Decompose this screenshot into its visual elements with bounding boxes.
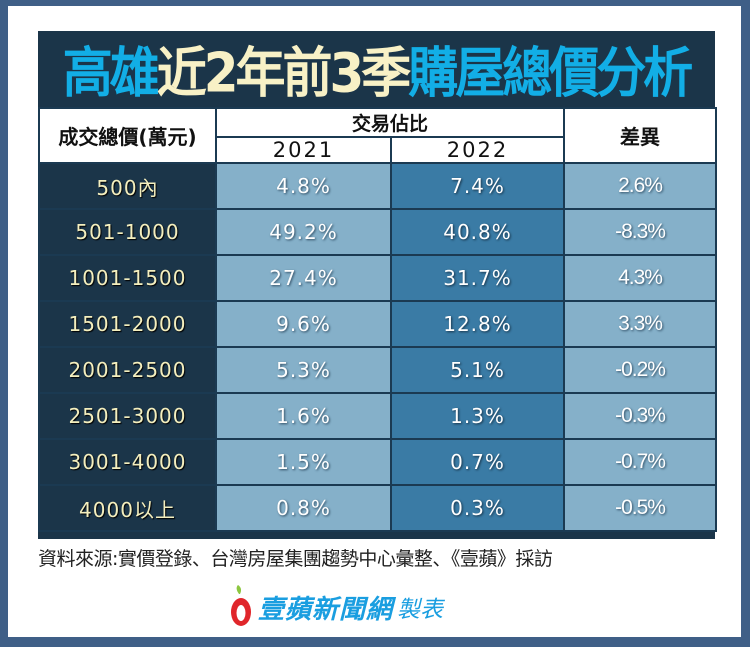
cell-2021: 27.4%: [215, 254, 392, 302]
page-title: 高雄 近2年前3季 購屋總價分析: [38, 28, 715, 110]
publisher-logo: 壹蘋新聞網 製表: [230, 584, 443, 630]
cell-range: 1501-2000: [38, 300, 217, 348]
cell-range: 4000以上: [38, 484, 217, 532]
table-row: 4000以上 0.8% 0.3% -0.5%: [38, 484, 718, 532]
table-board: 高雄 近2年前3季 購屋總價分析 成交總價(萬元) 交易佔比 差異 2021 202…: [38, 28, 718, 539]
cell-range: 3001-4000: [38, 438, 217, 486]
cell-2022: 1.3%: [389, 392, 566, 440]
cell-diff: -0.3%: [563, 392, 718, 440]
table-row: 1001-1500 27.4% 31.7% 4.3%: [38, 254, 718, 302]
header-year-2021: 2021: [215, 136, 392, 164]
brand-name: 壹蘋新聞網: [258, 594, 394, 625]
cell-diff: -8.3%: [563, 208, 718, 256]
cell-2022: 31.7%: [389, 254, 566, 302]
header-year-2022: 2022: [389, 136, 566, 164]
cell-range: 2501-3000: [38, 392, 217, 440]
cell-range: 2001-2500: [38, 346, 217, 394]
cell-2021: 0.8%: [215, 484, 392, 532]
cell-2021: 4.8%: [215, 162, 392, 210]
cell-diff: -0.2%: [563, 346, 718, 394]
cell-range: 1001-1500: [38, 254, 217, 302]
cell-diff: 2.6%: [563, 162, 718, 210]
table-row: 1501-2000 9.6% 12.8% 3.3%: [38, 300, 718, 348]
cell-range: 501-1000: [38, 208, 217, 256]
infographic-panel: 高雄 近2年前3季 購屋總價分析 成交總價(萬元) 交易佔比 差異 2021 202…: [8, 6, 741, 637]
cell-2021: 49.2%: [215, 208, 392, 256]
cell-2022: 5.1%: [389, 346, 566, 394]
title-part-3: 購屋總價分析: [408, 42, 693, 105]
cell-2021: 9.6%: [215, 300, 392, 348]
header-diff: 差異: [563, 107, 718, 164]
made-by-label: 製表: [397, 597, 444, 623]
data-source-note: 資料來源:實價登錄、台灣房屋集團趨勢中心彙整、《壹蘋》採訪: [38, 548, 553, 570]
cell-2021: 1.5%: [215, 438, 392, 486]
table-row: 2501-3000 1.6% 1.3% -0.3%: [38, 392, 718, 440]
header-share: 交易佔比: [214, 107, 566, 138]
cell-2021: 5.3%: [215, 346, 392, 394]
header-price-range: 成交總價(萬元): [38, 107, 217, 164]
cell-2022: 0.3%: [389, 484, 566, 532]
table-row: 3001-4000 1.5% 0.7% -0.7%: [38, 438, 718, 486]
cell-2021: 1.6%: [215, 392, 392, 440]
table-row: 2001-2500 5.3% 5.1% -0.2%: [38, 346, 718, 394]
title-part-2: 近2年前3季: [156, 42, 412, 105]
cell-diff: -0.5%: [563, 484, 718, 532]
cell-diff: -0.7%: [563, 438, 718, 486]
cell-2022: 0.7%: [389, 438, 566, 486]
price-share-table: 成交總價(萬元) 交易佔比 差異 2021 2022 500內 4.8% 7.4…: [38, 107, 718, 532]
cell-range: 500內: [38, 162, 217, 210]
cell-2022: 7.4%: [389, 162, 566, 210]
apple-logo-icon: [230, 585, 252, 629]
table-row: 501-1000 49.2% 40.8% -8.3%: [38, 208, 718, 256]
cell-2022: 40.8%: [389, 208, 566, 256]
cell-diff: 3.3%: [563, 300, 718, 348]
cell-2022: 12.8%: [389, 300, 566, 348]
cell-diff: 4.3%: [563, 254, 718, 302]
title-part-1: 高雄: [62, 42, 160, 105]
table-row: 500內 4.8% 7.4% 2.6%: [38, 162, 718, 210]
